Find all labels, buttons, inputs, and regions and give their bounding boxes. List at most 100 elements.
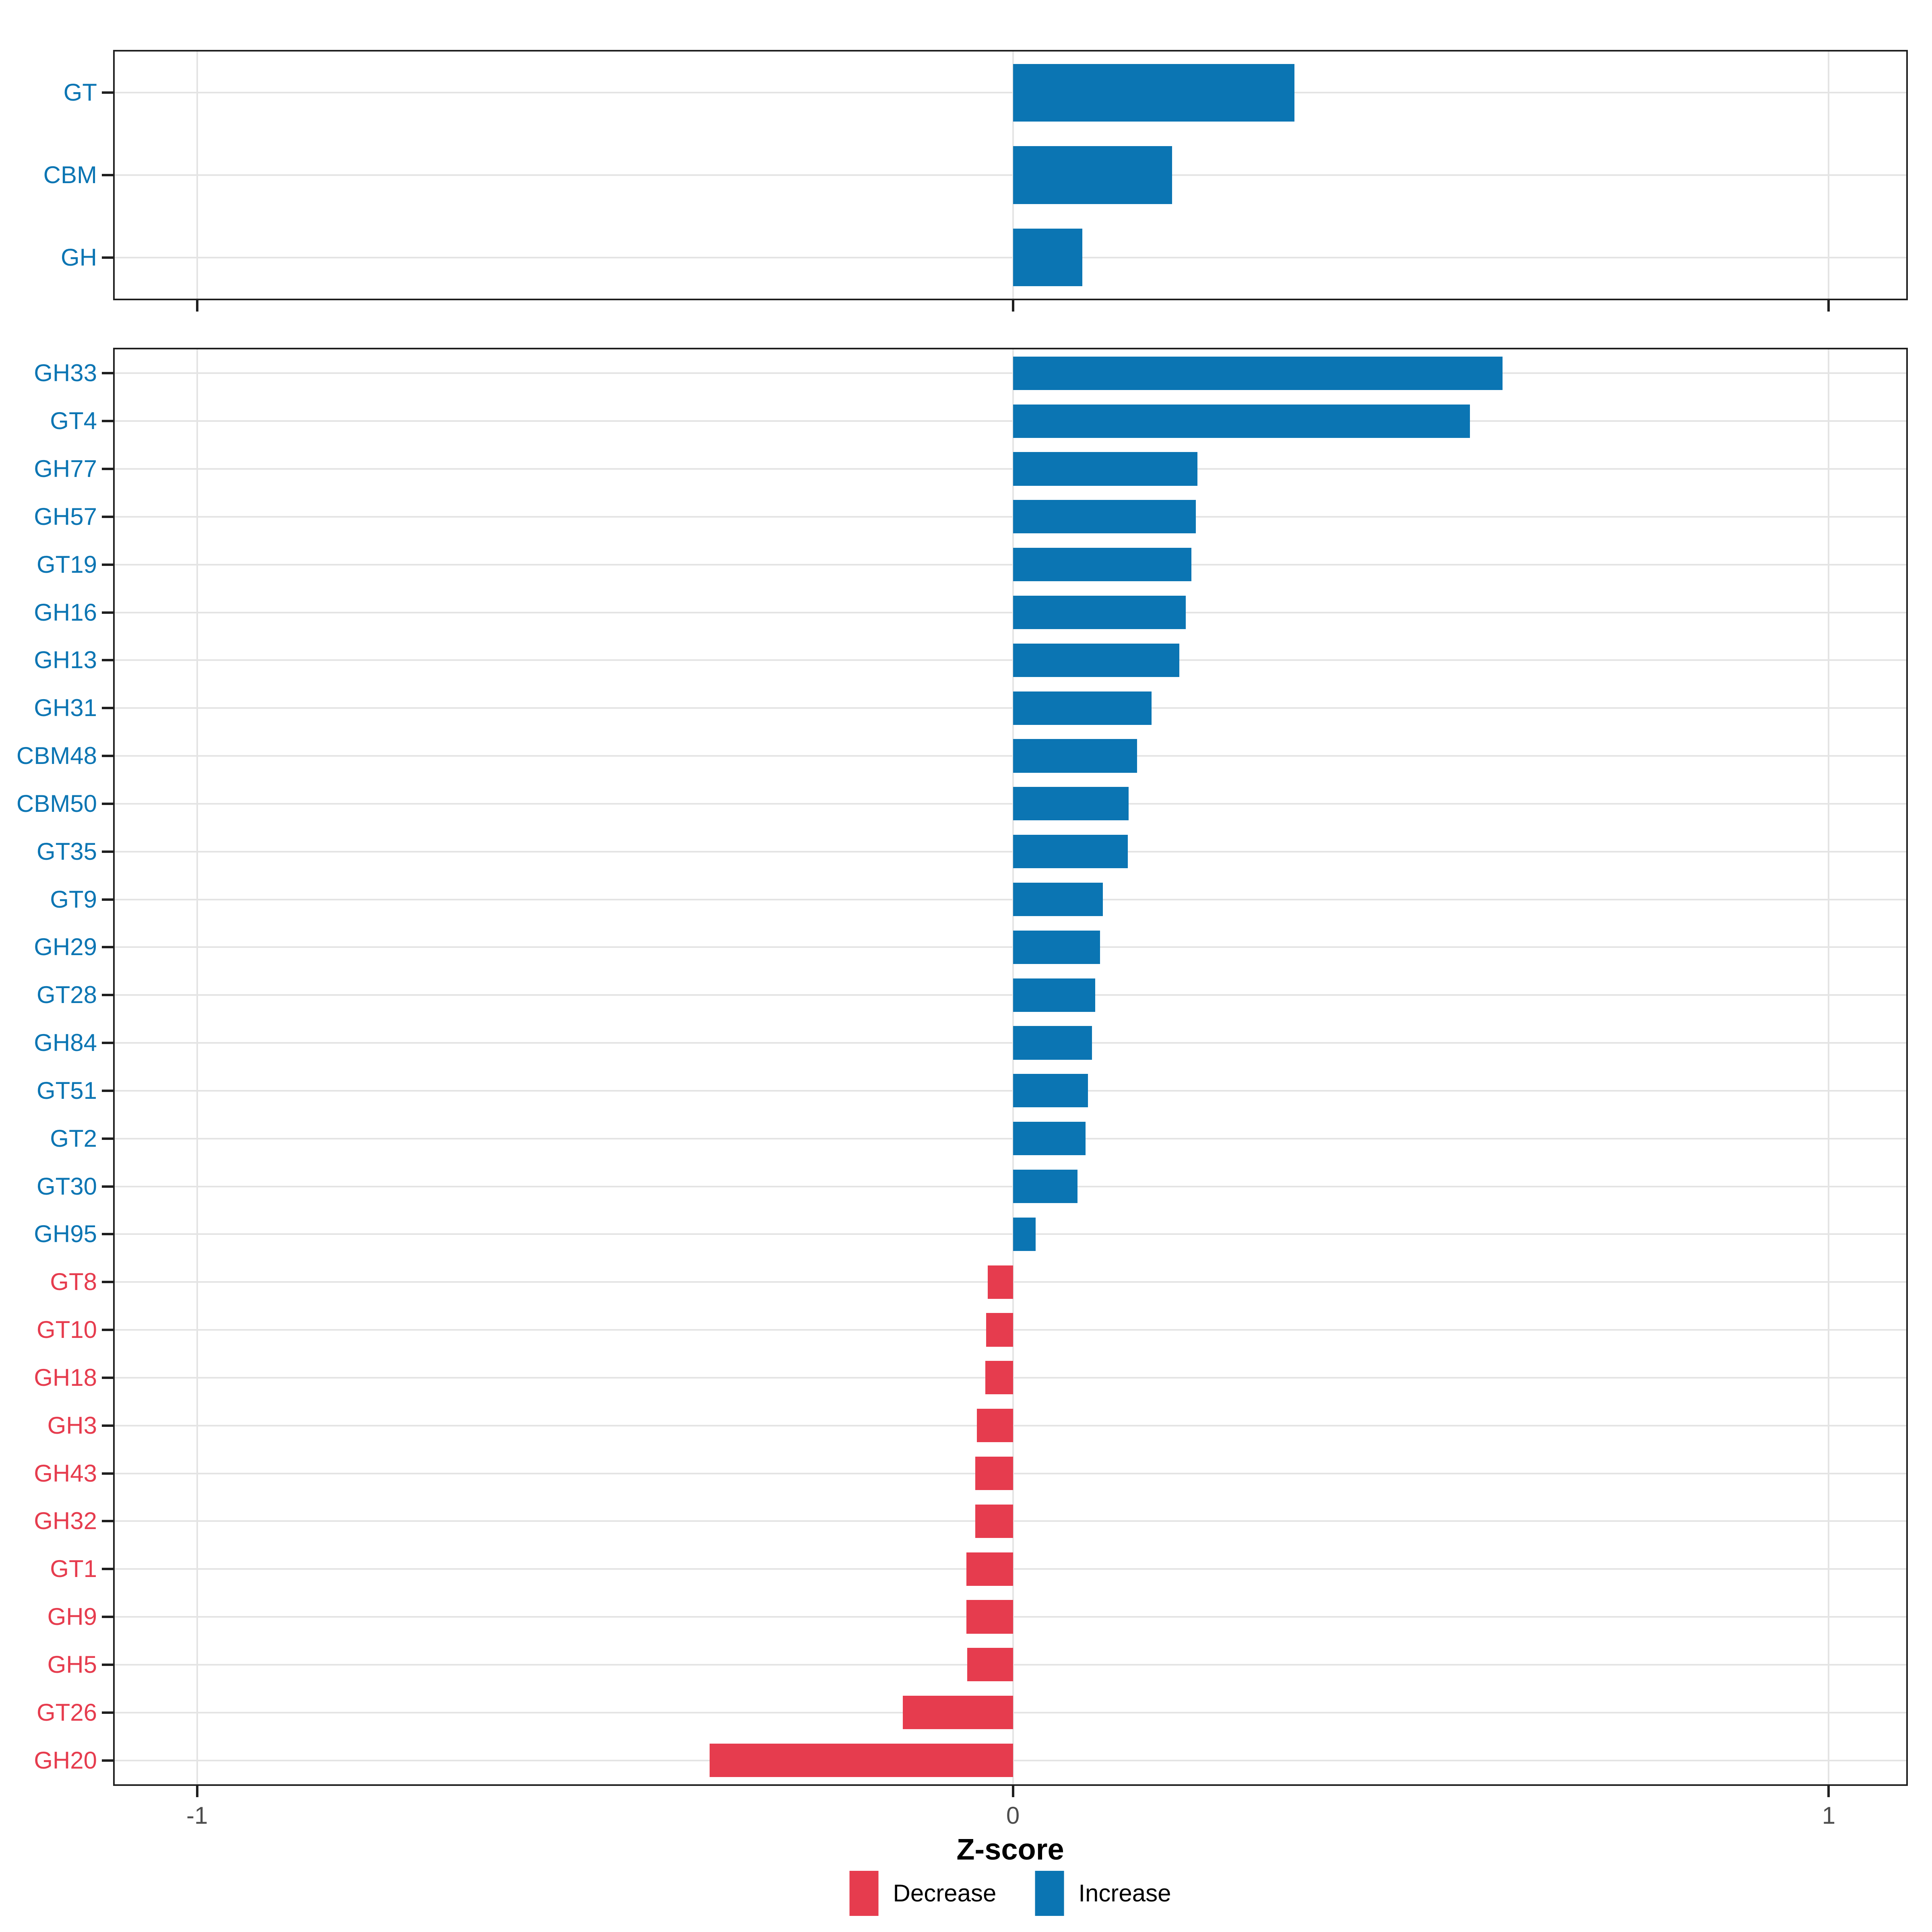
y-tick-GH43: [102, 1472, 113, 1475]
bar-GT35: [1013, 835, 1128, 869]
chart-row-GH18: GH18: [34, 1354, 1906, 1402]
y-gridline-GT2: [115, 1137, 1906, 1139]
panel-cazyme-families: -1 0 1 GH33 GT4 GH77 GH57 GT19 GH16 GH13 GH31 CBM48…: [17, 348, 1908, 1828]
y-gridline-GT51: [115, 1090, 1906, 1092]
x-tick-0: [1011, 1786, 1014, 1797]
y-tick-GT35: [102, 850, 113, 853]
chart-row-GH77: GH77: [34, 445, 1906, 493]
y-gridline-GH: [115, 256, 1906, 258]
y-tick-GT26: [102, 1711, 113, 1714]
chart-row-GT8: GT8: [50, 1258, 1906, 1306]
bar-GT19: [1013, 548, 1192, 582]
chart-row-GT26: GT26: [37, 1688, 1906, 1736]
chart-row-GH33: GH33: [34, 349, 1906, 397]
bar-GH13: [1013, 643, 1180, 677]
chart-row-GH9: GH9: [47, 1593, 1906, 1641]
bar-CBM48: [1013, 739, 1137, 773]
chart-row-GH31: GH31: [34, 684, 1906, 732]
y-label-GT9: GT9: [50, 886, 97, 913]
bar-GH33: [1013, 356, 1503, 390]
y-tick-GT8: [102, 1281, 113, 1284]
y-label-GT26: GT26: [36, 1699, 97, 1726]
bar-GT4: [1013, 404, 1470, 438]
chart-row-GT10: GT10: [37, 1306, 1906, 1354]
y-label-GT4: GT4: [50, 407, 97, 435]
bar-GH57: [1013, 500, 1196, 534]
y-tick-GT51: [102, 1089, 113, 1092]
y-label-GH3: GH3: [47, 1412, 97, 1439]
legend-swatch-decrease: [849, 1871, 879, 1916]
chart-row-GT19: GT19: [37, 541, 1906, 588]
y-tick-GT19: [102, 563, 113, 566]
bar-GH18: [985, 1361, 1013, 1395]
chart-row-CBM50: CBM50: [17, 780, 1906, 828]
legend-label-decrease: Decrease: [893, 1880, 997, 1907]
y-tick-GH57: [102, 515, 113, 518]
bar-GT9: [1013, 882, 1103, 916]
chart-row-GT28: GT28: [37, 971, 1906, 1019]
y-label-GH32: GH32: [34, 1507, 97, 1535]
y-gridline-GT: [115, 92, 1906, 94]
chart-row-GH57: GH57: [34, 493, 1906, 541]
y-label-GH33: GH33: [34, 359, 97, 387]
chart-row-GT9: GT9: [50, 875, 1906, 923]
bar-GH77: [1013, 452, 1197, 486]
y-label-GT35: GT35: [36, 838, 97, 865]
y-label-GH5: GH5: [47, 1651, 97, 1678]
y-gridline-CBM50: [115, 803, 1906, 805]
y-label-GT51: GT51: [36, 1077, 97, 1104]
y-tick-GH18: [102, 1376, 113, 1379]
legend: Decrease Increase: [849, 1871, 1171, 1916]
y-gridline-GH31: [115, 707, 1906, 709]
bar-GH16: [1013, 595, 1186, 630]
x-tick-1: [1827, 1786, 1830, 1797]
chart-row-GT35: GT35: [37, 828, 1906, 875]
bar-GT: [1013, 64, 1294, 122]
bar-GH95: [1013, 1217, 1036, 1251]
legend-swatch-increase: [1035, 1871, 1064, 1916]
y-gridline-CBM48: [115, 755, 1906, 757]
y-gridline-GH77: [115, 468, 1906, 470]
bar-GH20: [709, 1743, 1013, 1777]
bar-GH32: [975, 1504, 1013, 1538]
y-tick-GT1: [102, 1568, 113, 1571]
y-tick-CBM48: [102, 755, 113, 758]
y-label-GH: GH: [61, 244, 97, 271]
y-tick-GH95: [102, 1233, 113, 1236]
y-tick-GH33: [102, 372, 113, 375]
x-tick-label-0: 0: [1006, 1802, 1020, 1829]
y-gridline-CBM: [115, 174, 1906, 176]
y-tick-GT30: [102, 1185, 113, 1188]
y-label-GH20: GH20: [34, 1746, 97, 1774]
x-tick-label--1: -1: [186, 1802, 208, 1829]
y-label-GH43: GH43: [34, 1459, 97, 1487]
y-tick-GH3: [102, 1424, 113, 1427]
y-label-GT: GT: [63, 79, 97, 106]
bar-GT28: [1013, 978, 1096, 1012]
chart-row-GH20: GH20: [34, 1736, 1906, 1784]
y-gridline-GT28: [115, 994, 1906, 996]
y-tick-CBM: [102, 173, 113, 176]
bar-GT1: [966, 1552, 1013, 1586]
chart-row-GH13: GH13: [34, 636, 1906, 684]
x-tick-1: [1827, 300, 1830, 312]
bar-GT2: [1013, 1122, 1086, 1156]
bar-GT30: [1013, 1169, 1077, 1203]
bar-GT8: [987, 1265, 1013, 1299]
y-gridline-GT9: [115, 898, 1906, 900]
chart-row-GH43: GH43: [34, 1449, 1906, 1497]
y-gridline-GH84: [115, 1042, 1906, 1044]
legend-item-decrease: Decrease: [849, 1871, 997, 1916]
x-tick-0: [1011, 300, 1014, 312]
y-tick-GH31: [102, 707, 113, 710]
y-label-GT2: GT2: [50, 1125, 97, 1152]
bar-GT26: [902, 1696, 1013, 1730]
y-label-GH95: GH95: [34, 1220, 97, 1248]
chart-row-GT4: GT4: [50, 397, 1906, 445]
y-label-GT30: GT30: [36, 1172, 97, 1200]
y-tick-GH20: [102, 1759, 113, 1762]
bar-GT10: [986, 1313, 1013, 1347]
y-tick-GH5: [102, 1663, 113, 1666]
chart-row-GH32: GH32: [34, 1497, 1906, 1545]
y-tick-GH9: [102, 1616, 113, 1618]
